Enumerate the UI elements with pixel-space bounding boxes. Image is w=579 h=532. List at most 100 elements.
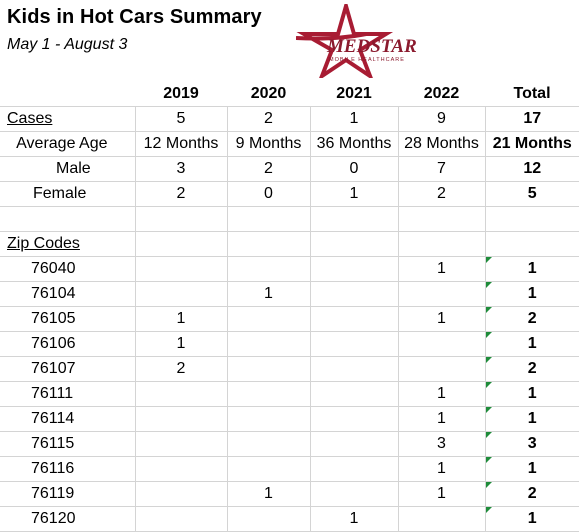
cell-value: 2 xyxy=(227,106,311,132)
zip-cell-value: 1 xyxy=(227,481,311,507)
zip-row: 76114 1 1 xyxy=(0,406,579,432)
zip-cell-value xyxy=(227,256,311,282)
zip-cell-value xyxy=(310,281,399,307)
cell-value: 1 xyxy=(310,181,399,207)
zip-row: 76120 1 1 xyxy=(0,506,579,532)
header-2021: 2021 xyxy=(336,85,372,102)
zip-cell-value xyxy=(227,306,311,332)
zip-cell-total: 1 xyxy=(485,406,579,432)
zip-cell-total: 1 xyxy=(485,381,579,407)
cell-value: 3 xyxy=(135,156,228,182)
zip-cell-value: 1 xyxy=(398,406,486,432)
row-average-age: Average Age 12 Months 9 Months 36 Months… xyxy=(0,131,579,157)
spacer-row xyxy=(0,206,579,232)
zip-code-label: 76106 xyxy=(0,331,136,357)
zip-cell-value xyxy=(227,356,311,382)
cell-value: 0 xyxy=(227,181,311,207)
zip-cell-value: 2 xyxy=(135,356,228,382)
row-zip-header: Zip Codes xyxy=(0,231,579,257)
logo-star-icon xyxy=(296,4,394,78)
cell-value: 7 xyxy=(398,156,486,182)
zip-cell-value xyxy=(310,481,399,507)
zip-cell-value xyxy=(227,506,311,532)
zip-cell-value xyxy=(310,431,399,457)
zip-cell-value xyxy=(398,331,486,357)
cell-value: 2 xyxy=(227,156,311,182)
zip-code-label: 76119 xyxy=(0,481,136,507)
zip-cell-value xyxy=(135,406,228,432)
zip-cell-value: 1 xyxy=(135,306,228,332)
header-2019: 2019 xyxy=(163,85,199,102)
zip-cell-value xyxy=(227,431,311,457)
zip-cell-value xyxy=(227,456,311,482)
zip-cell-total: 1 xyxy=(485,281,579,307)
zip-row: 76107 2 2 xyxy=(0,356,579,382)
zip-cell-total: 1 xyxy=(485,506,579,532)
zip-row: 76116 1 1 xyxy=(0,456,579,482)
row-label: Cases xyxy=(0,106,136,132)
zip-cell-value: 1 xyxy=(135,331,228,357)
header-blank xyxy=(0,82,135,107)
zip-cell-value xyxy=(227,406,311,432)
cell-value: 1 xyxy=(310,106,399,132)
zip-row: 76119 1 1 2 xyxy=(0,481,579,507)
zip-cell-value xyxy=(135,281,228,307)
zip-cell-value xyxy=(310,381,399,407)
cell-total: 21 Months xyxy=(485,131,579,157)
zip-cell-value xyxy=(135,431,228,457)
zip-code-label: 76105 xyxy=(0,306,136,332)
cell-total: 17 xyxy=(485,106,579,132)
zip-cell-value: 1 xyxy=(398,481,486,507)
row-female: Female 2 0 1 2 5 xyxy=(0,181,579,207)
zip-row: 76106 1 1 xyxy=(0,331,579,357)
zip-cell-value xyxy=(310,406,399,432)
zip-cell-value: 1 xyxy=(398,456,486,482)
zip-cell-total: 2 xyxy=(485,481,579,507)
zip-row: 76040 1 1 xyxy=(0,256,579,282)
zip-cell-value xyxy=(135,256,228,282)
zip-cell-total: 3 xyxy=(485,431,579,457)
zip-row: 76104 1 1 xyxy=(0,281,579,307)
zip-cell-total: 1 xyxy=(485,456,579,482)
logo-wordmark: MEDSTAR xyxy=(326,36,417,57)
cell-value: 12 Months xyxy=(135,131,228,157)
row-label: Male xyxy=(0,156,136,182)
zip-cell-value: 1 xyxy=(398,381,486,407)
zip-code-label: 76111 xyxy=(0,381,136,407)
zip-cell-value xyxy=(398,506,486,532)
cell-value: 2 xyxy=(135,181,228,207)
zip-cell-total: 2 xyxy=(485,306,579,332)
cell-total: 5 xyxy=(485,181,579,207)
row-male: Male 3 2 0 7 12 xyxy=(0,156,579,182)
cell-total: 12 xyxy=(485,156,579,182)
zip-cell-value xyxy=(310,331,399,357)
header-2020: 2020 xyxy=(250,85,287,102)
zip-row: 76105 1 1 2 xyxy=(0,306,579,332)
zip-codes-heading: Zip Codes xyxy=(0,231,136,257)
zip-row: 76111 1 1 xyxy=(0,381,579,407)
zip-cell-total: 2 xyxy=(485,356,579,382)
cell-value: 9 Months xyxy=(227,131,311,157)
row-label: Average Age xyxy=(0,131,136,157)
zip-cell-value xyxy=(135,456,228,482)
header-2022: 2022 xyxy=(423,85,460,102)
zip-cell-value: 1 xyxy=(398,306,486,332)
zip-cell-value xyxy=(398,356,486,382)
zip-code-label: 76114 xyxy=(0,406,136,432)
zip-cell-value xyxy=(310,356,399,382)
zip-cell-value xyxy=(227,381,311,407)
zip-row: 76115 3 3 xyxy=(0,431,579,457)
zip-cell-value: 3 xyxy=(398,431,486,457)
cell-value: 0 xyxy=(310,156,399,182)
zip-cell-value: 1 xyxy=(310,506,399,532)
page-title: Kids in Hot Cars Summary xyxy=(7,6,262,28)
cell-value: 28 Months xyxy=(398,131,486,157)
zip-cell-total: 1 xyxy=(485,256,579,282)
zip-cell-total: 1 xyxy=(485,331,579,357)
cell-value: 9 xyxy=(398,106,486,132)
cell-value: 5 xyxy=(135,106,228,132)
cell-value: 2 xyxy=(398,181,486,207)
zip-cell-value: 1 xyxy=(398,256,486,282)
page-subtitle: May 1 - August 3 xyxy=(7,36,128,53)
summary-table: 2019 2020 2021 2022 Total Cases 5 2 1 9 … xyxy=(0,82,579,532)
